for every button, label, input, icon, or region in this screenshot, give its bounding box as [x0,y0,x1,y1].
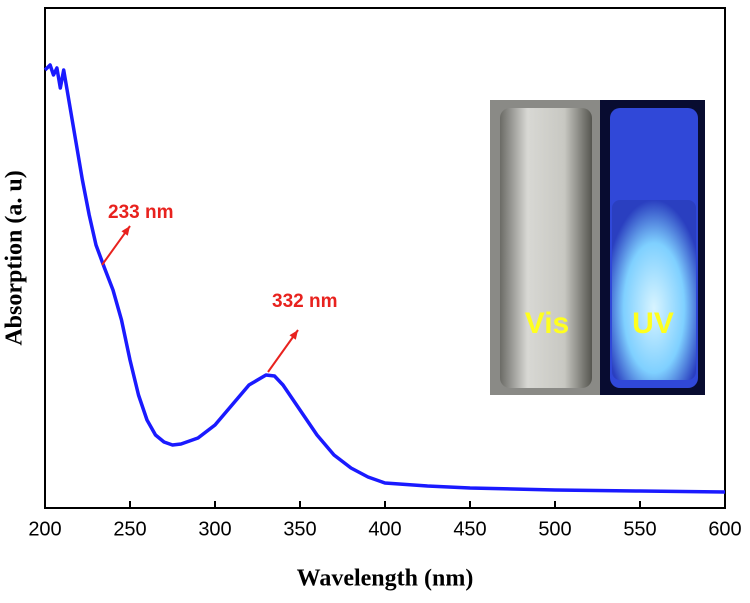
x-tick-label: 300 [198,518,231,540]
annotation-arrowhead [289,330,298,340]
x-tick-label: 250 [113,518,146,540]
annotation: 233 nm [108,202,173,223]
inset-label: Vis [525,307,570,340]
x-tick-label: 350 [283,518,316,540]
x-axis-title: Wavelength (nm) [297,566,474,592]
x-tick-label: 600 [708,518,741,540]
y-axis-title: Absorption (a. u) [2,170,28,345]
x-tick-label: 450 [453,518,486,540]
x-tick-label: 200 [28,518,61,540]
annotation-arrowhead [121,226,130,236]
inset-photo [490,100,705,395]
spectrum-line [43,63,726,494]
annotation: 332 nm [272,291,337,312]
x-tick-label: 400 [368,518,401,540]
inset-label: UV [632,307,674,340]
x-tick-label: 500 [538,518,571,540]
x-tick-label: 550 [623,518,656,540]
